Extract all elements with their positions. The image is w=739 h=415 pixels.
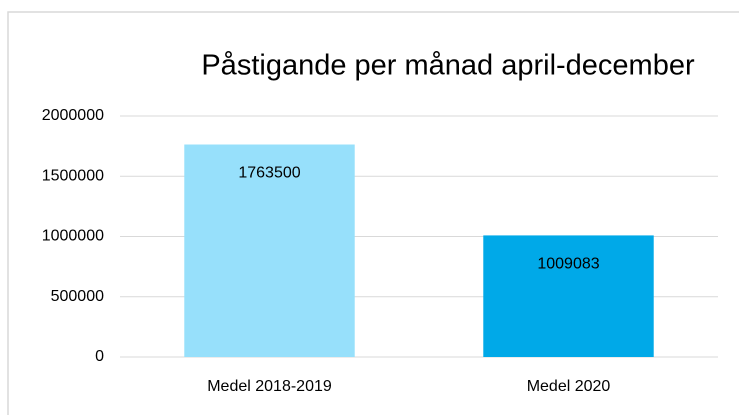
- chart-title: Påstigande per månad april-december: [201, 50, 695, 82]
- data-label: 1009083: [537, 256, 599, 273]
- x-tick-label: Medel 2020: [527, 378, 611, 395]
- bar: [184, 144, 355, 357]
- x-tick-label: Medel 2018-2019: [207, 378, 332, 395]
- bar: [483, 235, 654, 357]
- y-tick-label: 1500000: [42, 167, 104, 184]
- y-tick-label: 2000000: [42, 107, 104, 124]
- y-tick-label: 1000000: [42, 228, 104, 245]
- data-label: 1763500: [238, 165, 300, 182]
- y-tick-label: 500000: [51, 288, 104, 305]
- y-tick-label: 0: [95, 348, 104, 365]
